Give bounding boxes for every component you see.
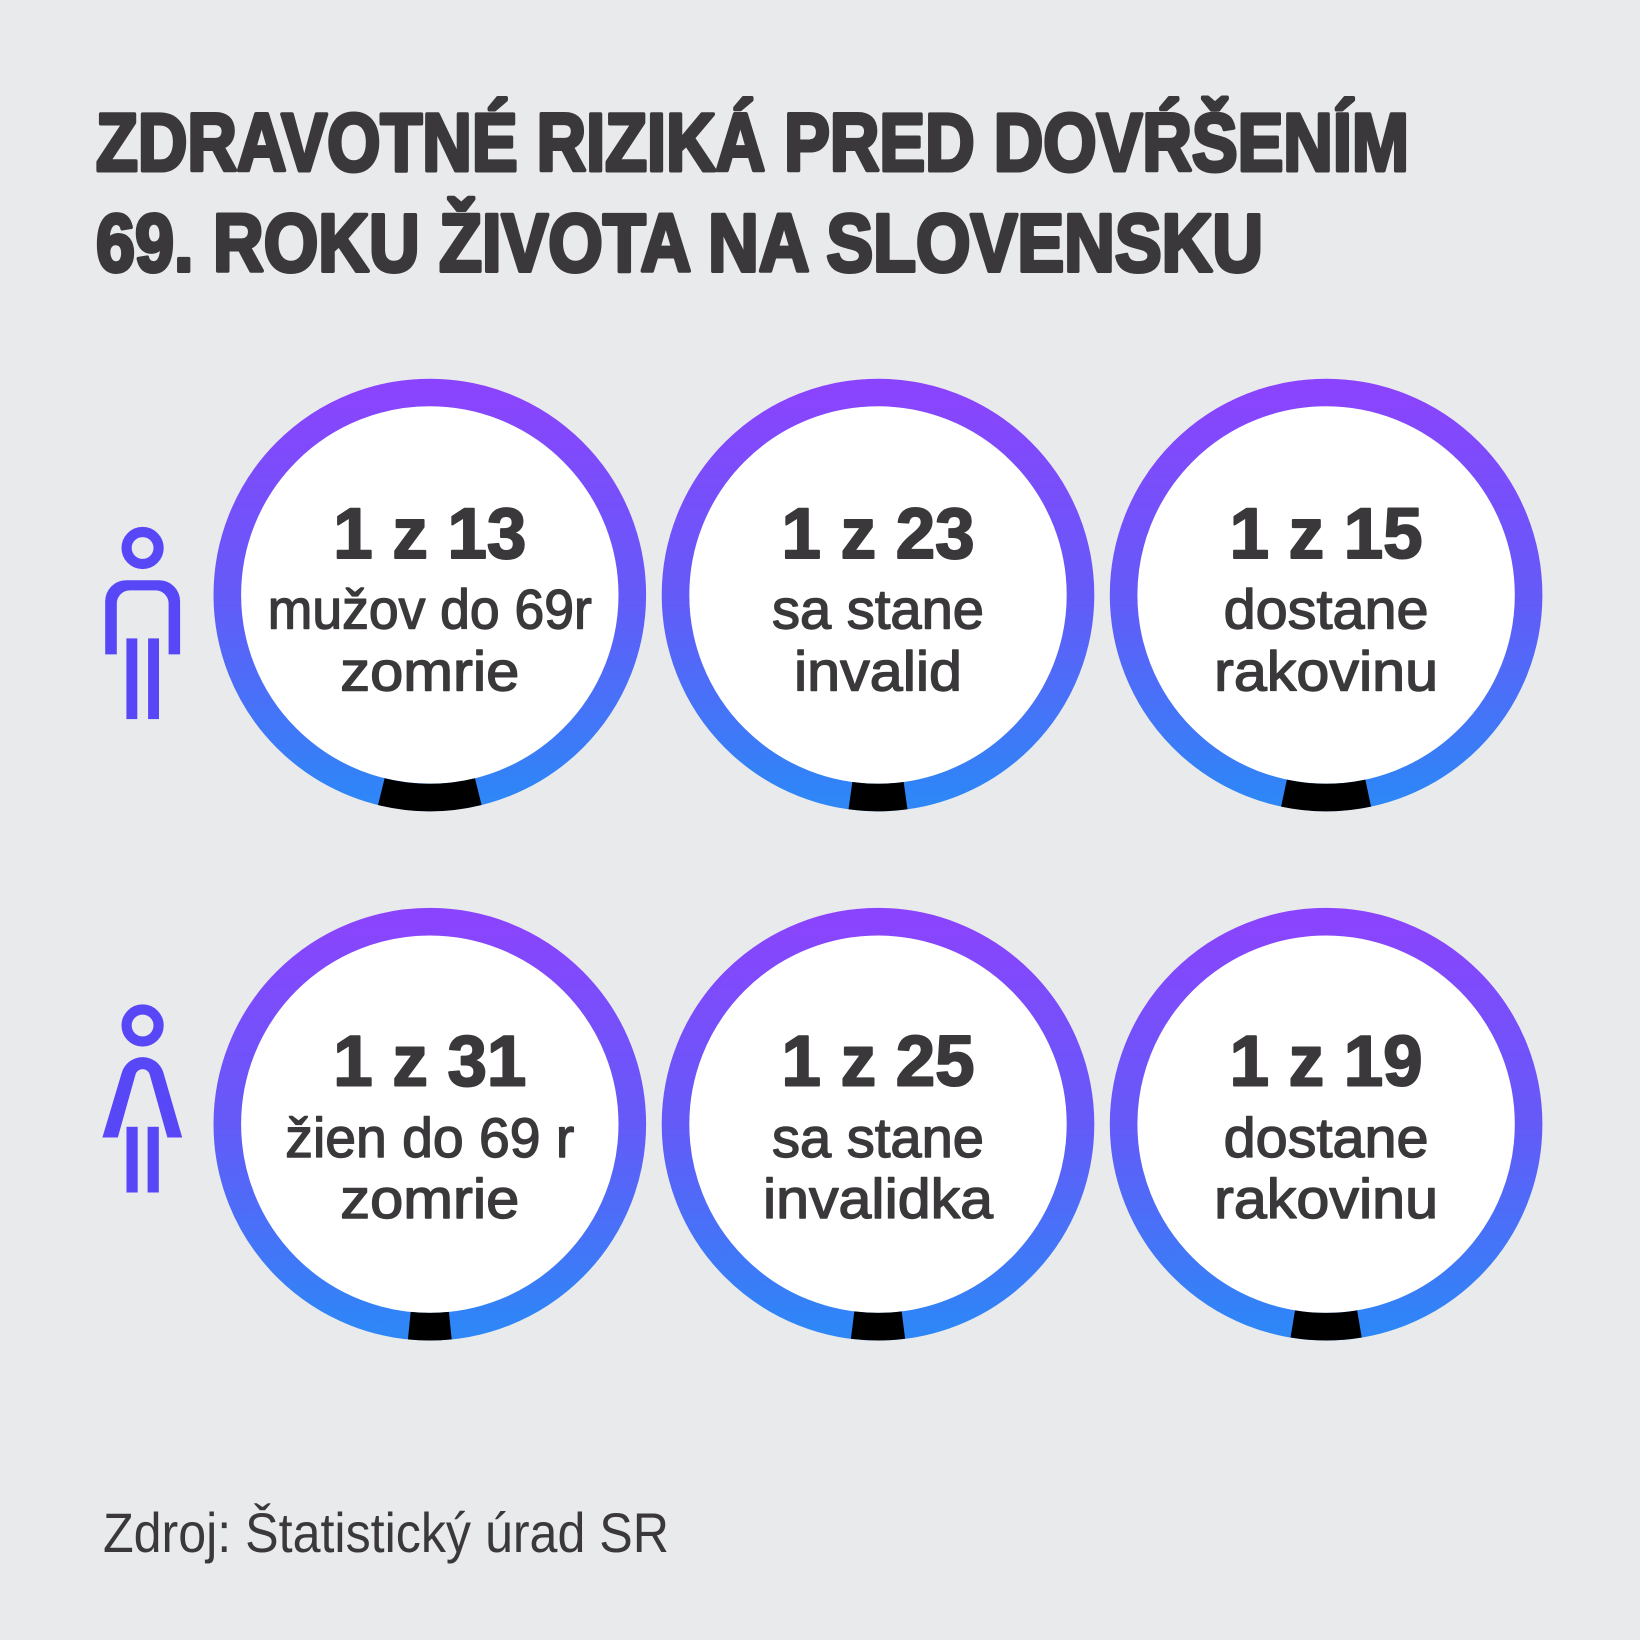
svg-text:69. ROKU ŽIVOTA NA SLOVENSKU: 69. ROKU ŽIVOTA NA SLOVENSKU [96,197,1263,289]
svg-text:rakovinu: rakovinu [1214,640,1438,703]
svg-text:1 z 13: 1 z 13 [333,495,526,574]
svg-text:Zdroj: Štatistický úrad SR: Zdroj: Štatistický úrad SR [103,1501,669,1564]
svg-text:sa stane: sa stane [772,1106,984,1169]
svg-text:dostane: dostane [1224,577,1429,640]
svg-text:invalidka: invalidka [763,1167,994,1230]
svg-text:zomrie: zomrie [340,1167,519,1230]
svg-text:dostane: dostane [1224,1106,1429,1169]
svg-text:1 z 15: 1 z 15 [1230,495,1423,574]
svg-text:mužov do 69r: mužov do 69r [268,577,592,640]
svg-text:rakovinu: rakovinu [1214,1167,1438,1230]
svg-text:1 z 19: 1 z 19 [1230,1023,1423,1102]
svg-text:1 z 23: 1 z 23 [782,495,975,574]
svg-text:sa stane: sa stane [772,577,984,640]
svg-text:1 z 25: 1 z 25 [782,1023,975,1102]
svg-text:zomrie: zomrie [340,640,519,703]
svg-text:1 z 31: 1 z 31 [333,1023,526,1102]
svg-text:žien do 69 r: žien do 69 r [285,1106,574,1169]
svg-text:ZDRAVOTNÉ RIZIKÁ PRED DOVŔŠENÍ: ZDRAVOTNÉ RIZIKÁ PRED DOVŔŠENÍM [96,98,1409,189]
svg-text:invalid: invalid [794,640,962,703]
